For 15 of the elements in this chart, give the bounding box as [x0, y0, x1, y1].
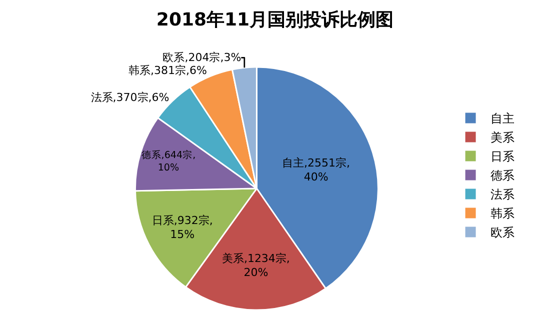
legend-label: 韩系 [490, 206, 515, 221]
data-label: 美系,1234宗, 20% [222, 252, 290, 280]
data-label: 韩系,381宗,6% [128, 64, 207, 78]
legend-label: 德系 [490, 168, 515, 183]
legend-label: 美系 [490, 130, 515, 145]
legend-label: 日系 [490, 150, 515, 164]
data-label: 德系,644宗, 10% [141, 148, 196, 174]
data-label: 自主,2551宗, 40% [282, 156, 350, 184]
chart-title: 2018年11月国别投诉比例图 [156, 9, 394, 30]
legend-label: 法系 [490, 188, 515, 202]
data-label: 欧系,204宗,3% [162, 51, 242, 64]
data-label: 日系,932宗, 15% [152, 214, 213, 242]
data-label: 法系,370宗,6% [90, 91, 170, 104]
legend-label: 自主 [490, 112, 515, 126]
legend-label: 欧系 [490, 226, 515, 240]
